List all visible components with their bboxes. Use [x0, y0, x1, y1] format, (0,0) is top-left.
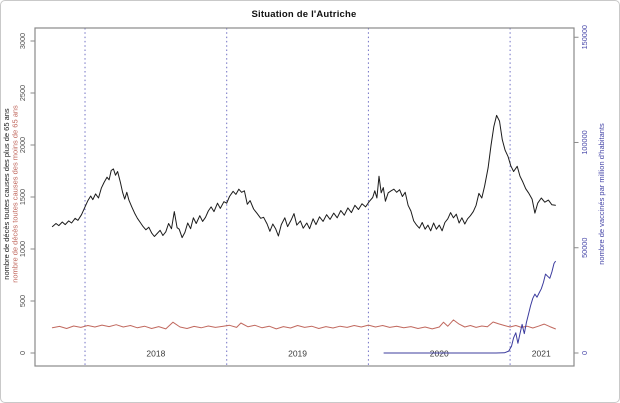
- deces-moins-65-line: [51, 319, 556, 330]
- plot-frame: [34, 27, 575, 367]
- right-axis-tick-label: 50000: [580, 238, 589, 258]
- left-axis-title-under65: nombre de décès toutes causes des moins …: [11, 105, 20, 283]
- left-axis-tick-label: 2500: [18, 85, 27, 101]
- left-axis-tick-label: 3000: [18, 33, 27, 49]
- left-axis-tick-label: 1500: [18, 189, 27, 205]
- x-axis-year-label: 2019: [288, 349, 307, 359]
- right-axis-title: nombre de vaccinés par million d'habitan…: [597, 123, 606, 265]
- right-axis-tick-label: 0: [580, 351, 589, 355]
- left-axis-title-over65: nombre de décès toutes causes des plus d…: [2, 108, 11, 280]
- vaccines-par-million-line: [383, 260, 556, 354]
- deces-plus-65-line: [51, 114, 556, 239]
- chart-title: Situation de l'Autriche: [251, 9, 356, 20]
- x-axis-year-label: 2018: [146, 349, 165, 359]
- right-axis-tick-label: 150000: [580, 25, 589, 49]
- x-axis-year-label: 2021: [532, 349, 551, 359]
- right-axis-tick-label: 100000: [580, 130, 589, 154]
- left-axis-tick-label: 500: [18, 295, 27, 307]
- left-axis-tick-label: 2000: [18, 137, 27, 153]
- left-axis-tick-label: 0: [18, 351, 27, 355]
- left-axis-tick-label: 1000: [18, 241, 27, 257]
